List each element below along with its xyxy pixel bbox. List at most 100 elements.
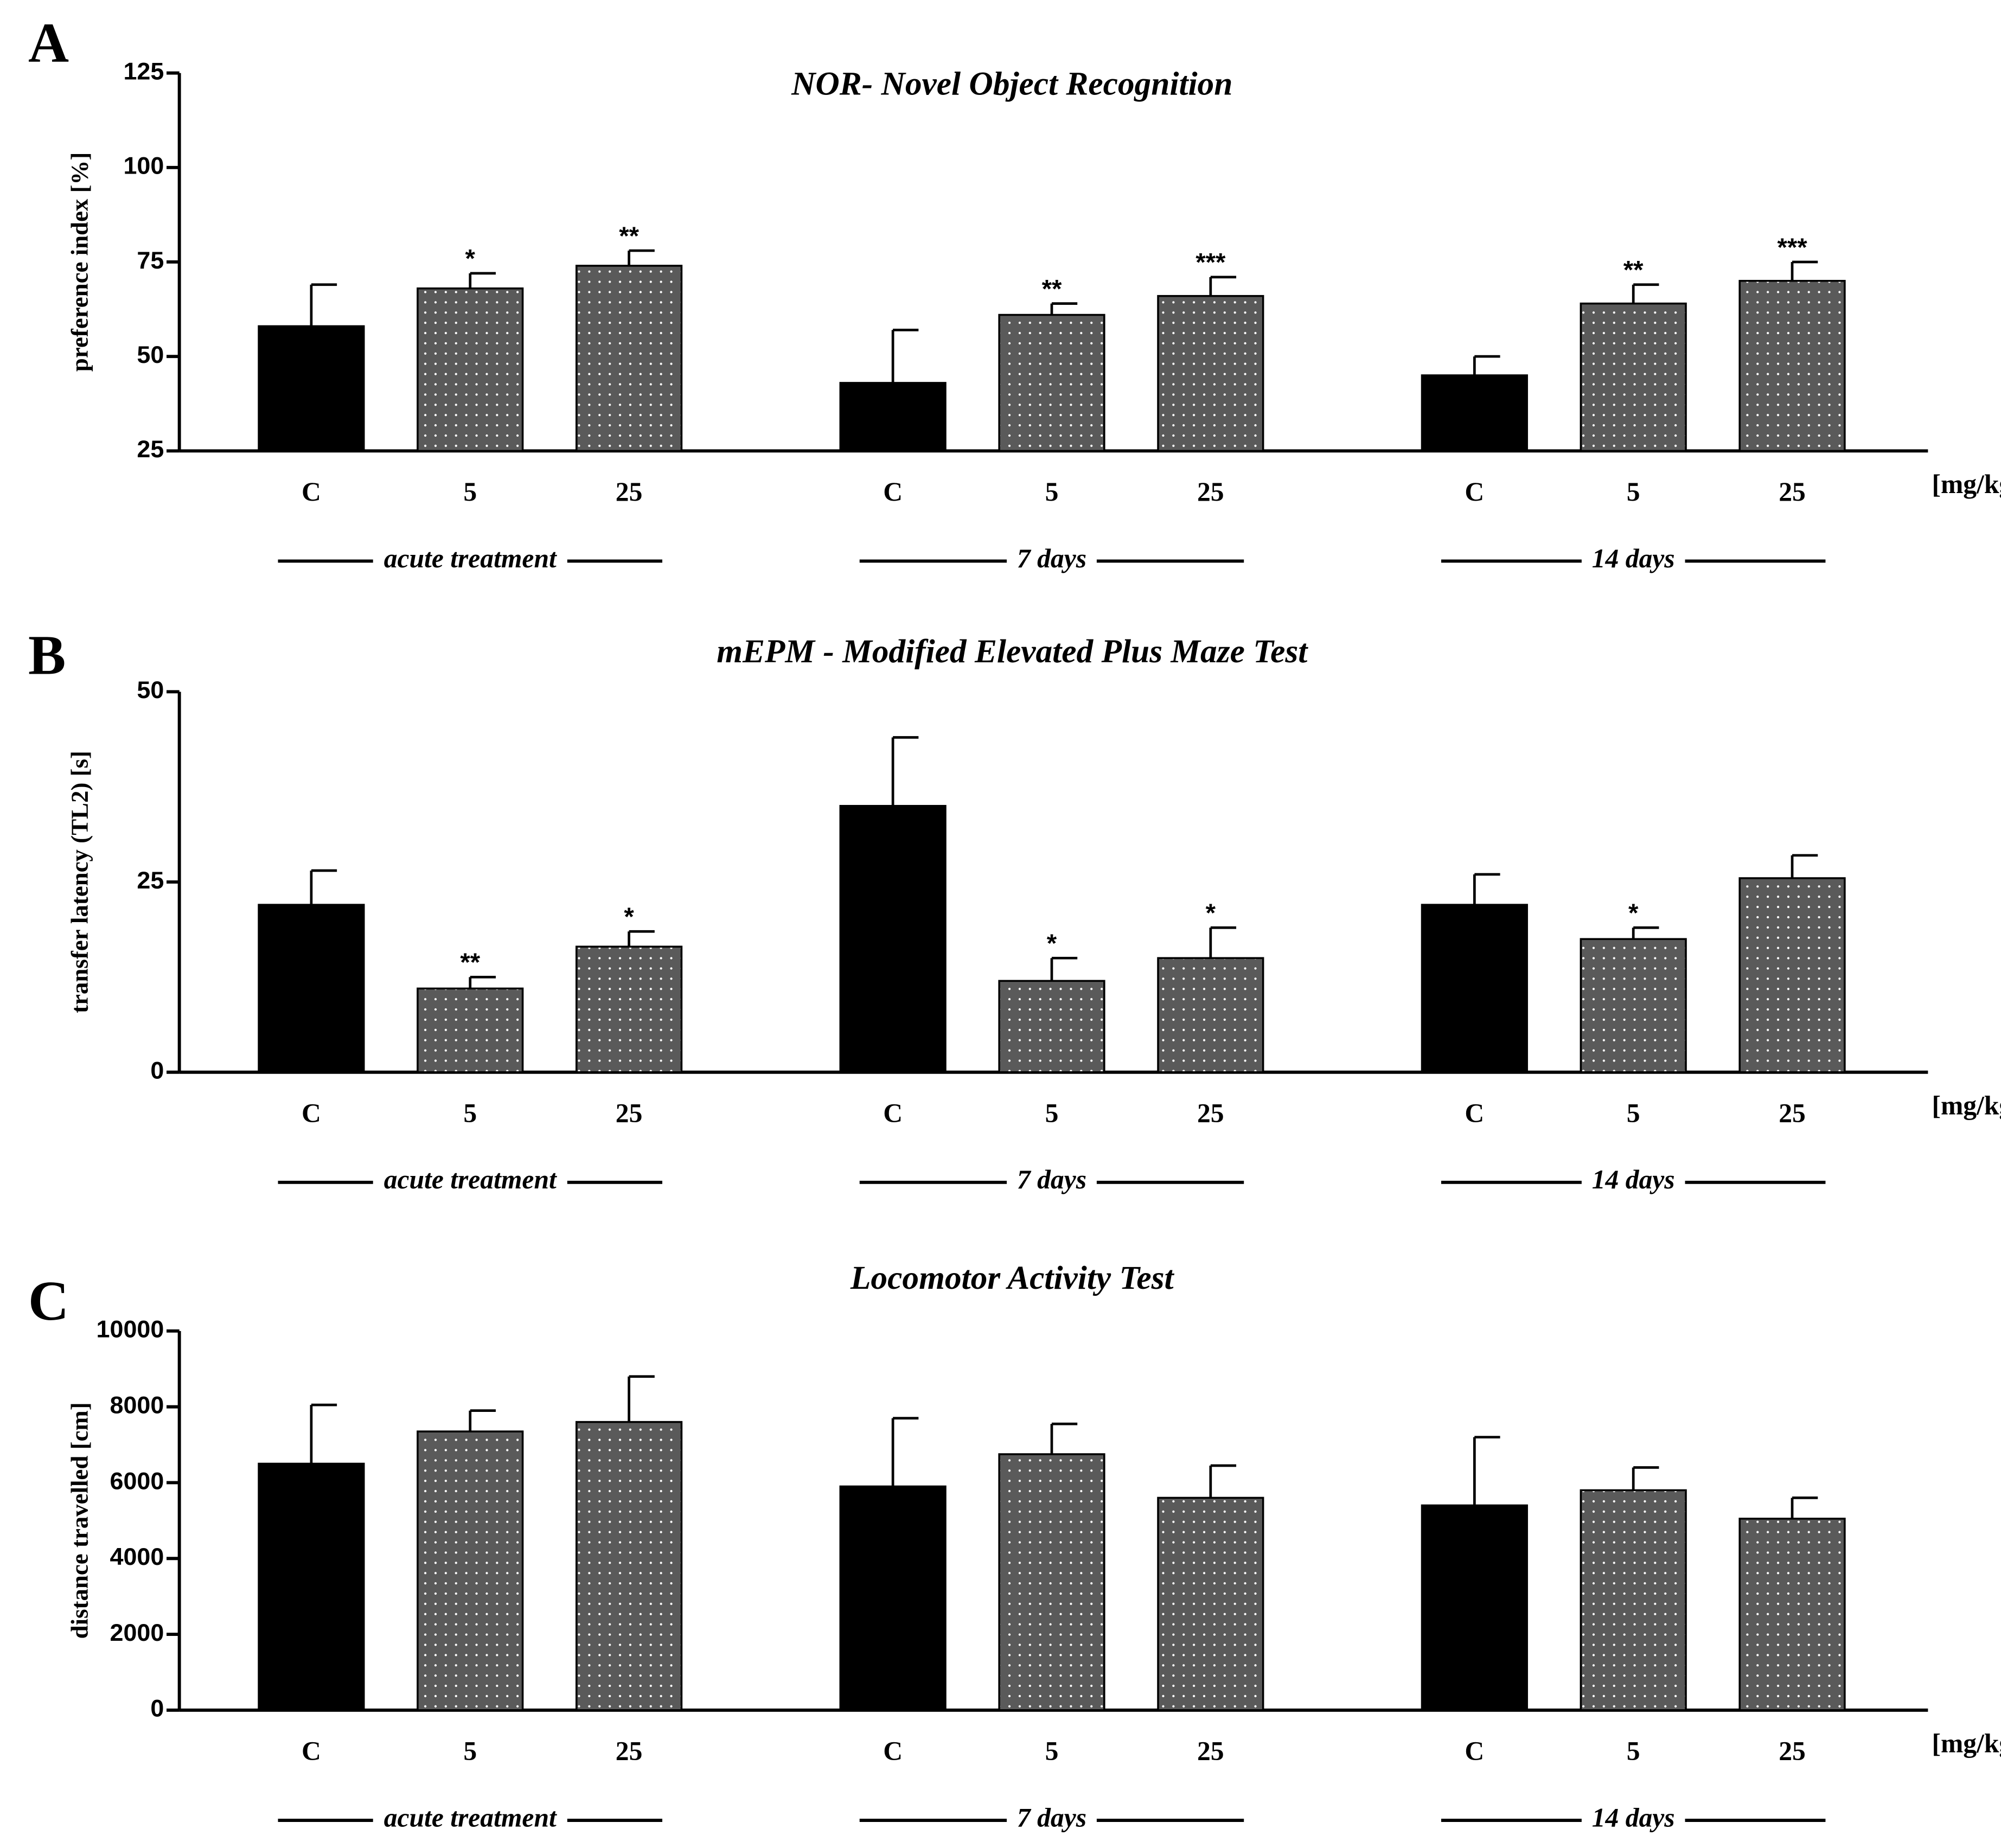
- x-tick-label: 5: [1627, 1736, 1640, 1766]
- x-tick-label: C: [1465, 477, 1484, 507]
- x-tick-label: 5: [463, 477, 477, 507]
- bar: [1738, 1518, 1846, 1711]
- group-label: acute treatment: [384, 1165, 558, 1194]
- bar: [839, 1485, 947, 1711]
- group-label: 7 days: [1017, 1165, 1086, 1194]
- y-axis-label: distance travelled [cm]: [66, 1402, 93, 1639]
- x-tick-label: C: [883, 1736, 903, 1766]
- y-axis-label: preference index [%]: [66, 152, 93, 372]
- y-tick-label: 8000: [110, 1391, 164, 1418]
- significance: ***: [1777, 233, 1807, 262]
- x-tick-label: C: [302, 1098, 321, 1128]
- group-label: acute treatment: [384, 1802, 558, 1832]
- x-tick-label: 5: [463, 1736, 477, 1766]
- x-tick-label: C: [1465, 1736, 1484, 1766]
- x-tick-label: 25: [616, 1098, 643, 1128]
- x-tick-label: C: [883, 477, 903, 507]
- x-tick-label: C: [302, 477, 321, 507]
- panel-label: B: [28, 624, 66, 686]
- bar: [417, 287, 524, 452]
- chart-title: NOR- Novel Object Recognition: [791, 66, 1232, 103]
- bar: [1157, 957, 1264, 1073]
- y-tick-label: 100: [123, 152, 164, 180]
- bar: [1738, 877, 1846, 1073]
- significance: *: [465, 245, 476, 273]
- bar: [1157, 1497, 1264, 1711]
- group-label: 7 days: [1017, 1802, 1086, 1832]
- bar: [258, 325, 365, 452]
- significance: *: [1047, 929, 1057, 958]
- bar: [998, 1453, 1105, 1711]
- panel-label: C: [28, 1270, 69, 1332]
- x-tick-label: C: [883, 1098, 903, 1128]
- significance: **: [1623, 256, 1644, 285]
- x-tick-label: 25: [1779, 1736, 1806, 1766]
- bar: [1738, 280, 1846, 452]
- bar: [576, 265, 683, 452]
- bar: [258, 904, 365, 1073]
- x-tick-label: 25: [1779, 1098, 1806, 1128]
- bar: [1421, 374, 1528, 452]
- significance: *: [624, 903, 634, 931]
- bar: [998, 980, 1105, 1073]
- x-tick-label: 5: [463, 1098, 477, 1128]
- bar: [839, 804, 947, 1073]
- unit-label: [mg/kg]: [1932, 469, 2001, 499]
- group-label: 14 days: [1592, 1165, 1675, 1194]
- y-axis-label: transfer latency (TL2) [s]: [66, 751, 93, 1013]
- significance: **: [619, 222, 639, 251]
- y-tick-label: 6000: [110, 1467, 164, 1494]
- x-tick-label: 25: [616, 1736, 643, 1766]
- x-tick-label: 5: [1045, 1736, 1059, 1766]
- x-tick-label: 5: [1045, 477, 1059, 507]
- group-label: acute treatment: [384, 543, 558, 573]
- bar: [839, 382, 947, 452]
- x-tick-label: 5: [1627, 1098, 1640, 1128]
- x-tick-label: 5: [1627, 477, 1640, 507]
- x-tick-label: 25: [1197, 1098, 1224, 1128]
- panel-label: A: [28, 12, 69, 74]
- y-tick-label: 125: [123, 57, 164, 85]
- y-tick-label: 50: [137, 676, 164, 704]
- unit-label: [mg/kg]: [1932, 1090, 2001, 1120]
- bar: [417, 987, 524, 1073]
- significance: *: [1628, 899, 1639, 928]
- y-tick-label: 75: [137, 246, 164, 274]
- bar: [1580, 938, 1687, 1073]
- x-tick-label: 25: [1197, 477, 1224, 507]
- bar: [998, 314, 1105, 452]
- y-tick-label: 0: [150, 1694, 164, 1722]
- x-tick-label: 5: [1045, 1098, 1059, 1128]
- y-tick-label: 25: [137, 866, 164, 894]
- y-tick-label: 0: [150, 1057, 164, 1084]
- significance: **: [1042, 274, 1062, 303]
- group-label: 7 days: [1017, 543, 1086, 573]
- unit-label: [mg/kg]: [1932, 1728, 2001, 1758]
- x-tick-label: C: [302, 1736, 321, 1766]
- bar: [1580, 302, 1687, 452]
- group-label: 14 days: [1592, 543, 1675, 573]
- bar: [576, 945, 683, 1073]
- chart-title: mEPM - Modified Elevated Plus Maze Test: [717, 633, 1308, 670]
- y-tick-label: 4000: [110, 1543, 164, 1570]
- x-tick-label: C: [1465, 1098, 1484, 1128]
- group-label: 14 days: [1592, 1802, 1675, 1832]
- x-tick-label: 25: [1197, 1736, 1224, 1766]
- chart-title: Locomotor Activity Test: [850, 1259, 1175, 1296]
- bar: [1580, 1489, 1687, 1711]
- significance: ***: [1196, 248, 1226, 277]
- y-tick-label: 2000: [110, 1619, 164, 1646]
- bar: [258, 1462, 365, 1711]
- x-tick-label: 25: [1779, 477, 1806, 507]
- bar: [1421, 1504, 1528, 1711]
- y-tick-label: 25: [137, 435, 164, 463]
- significance: *: [1206, 899, 1216, 928]
- bar: [1157, 295, 1264, 452]
- bar: [417, 1430, 524, 1711]
- bar: [576, 1421, 683, 1711]
- y-tick-label: 10000: [97, 1315, 164, 1343]
- x-tick-label: 25: [616, 477, 643, 507]
- significance: **: [460, 948, 480, 977]
